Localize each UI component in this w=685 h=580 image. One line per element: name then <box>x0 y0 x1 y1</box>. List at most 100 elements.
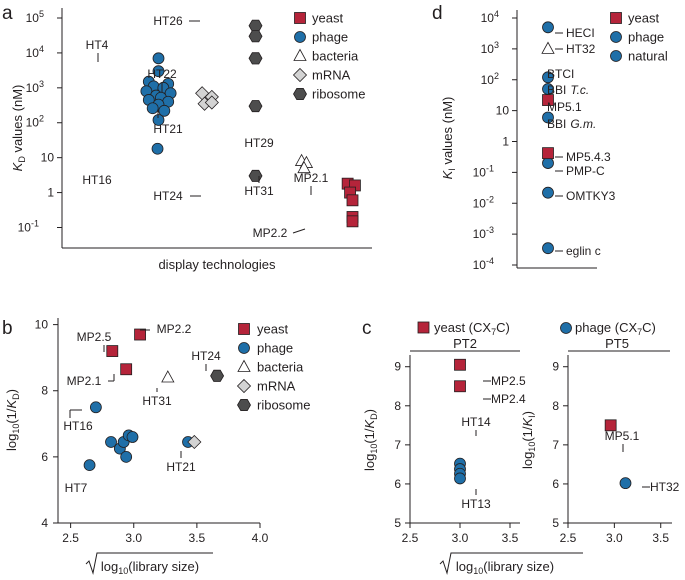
a-legend-marker-ribosome <box>293 88 307 100</box>
d-ann-OMTKY3: OMTKY3 <box>566 189 616 203</box>
cr-ytick-label-2: 7 <box>552 438 559 452</box>
cr-xtick-label-1: 3.0 <box>606 531 623 545</box>
cr-ann-MP5.1: MP5.1 <box>605 429 640 443</box>
a-point-bacteria-2 <box>297 160 311 174</box>
d-point-yeast-1 <box>542 147 554 160</box>
b-legend: yeast phage bacteria mRNA ribosome <box>236 322 310 413</box>
b-legend-marker-yeast <box>238 323 250 335</box>
d-point-natural-5 <box>542 186 554 199</box>
panel-letter-b: b <box>2 318 13 339</box>
cl-ytick-label-1: 6 <box>394 477 401 491</box>
a-legend-marker-bacteria <box>293 48 307 61</box>
b-legend-label-yeast: yeast <box>257 322 288 337</box>
d-ann-HT32: HT32 <box>566 42 596 56</box>
c-right-y-label: log10(1/KI) <box>520 411 537 469</box>
b-point-ribosome-0 <box>210 369 225 382</box>
cl-xtick-label-1: 3.0 <box>452 531 469 545</box>
c-left-y-label: log10(1/KD) <box>362 409 379 471</box>
a-leader-MP2.2 <box>292 228 306 234</box>
d-legend-marker-yeast <box>610 12 622 24</box>
b-legend-marker-ribosome <box>237 398 251 412</box>
b-point-bacteria-0 <box>161 370 175 383</box>
cr-point-circle-0 <box>619 477 632 490</box>
cr-xtick-label-2: 3.5 <box>652 531 669 545</box>
cl-point-square-0 <box>454 358 466 371</box>
d-ytick-label-4: 1 <box>502 135 509 149</box>
panel-d-chart: 10-4 10-3 10-2 10-1 1 10 102 103 104 KI values (… <box>440 9 668 272</box>
cl-point-square-1 <box>454 380 466 393</box>
c-right-annotations: MP5.1 HT32 <box>605 429 680 494</box>
d-y-label: KI values (nM) <box>440 97 457 180</box>
a-ann-HT16: HT16 <box>82 173 112 187</box>
a-ytick-label-4: 103 <box>26 79 44 95</box>
d-legend: yeast phage natural <box>610 11 668 64</box>
cr-xtick-label-0: 2.5 <box>560 531 577 545</box>
cr-ytick-label-0: 5 <box>552 516 559 530</box>
a-ann-HT21: HT21 <box>153 122 183 136</box>
d-ytick-label-5: 10 <box>496 104 510 118</box>
cr-ytick-label-3: 8 <box>552 399 559 413</box>
a-ann-HT22: HT22 <box>147 67 177 81</box>
cl-ytick-label-3: 8 <box>394 399 401 413</box>
b-legend-label-phage: phage <box>257 341 293 356</box>
a-point-yeast-3 <box>346 194 359 207</box>
a-x-label: display technologies <box>158 257 276 272</box>
d-ytick-label-2: 10-2 <box>473 194 494 210</box>
a-ann-HT26: HT26 <box>153 14 183 28</box>
c-x-label: log10(library size) <box>456 559 554 576</box>
d-legend-marker-natural <box>610 50 622 62</box>
b-annotations: MP2.5 MP2.2 MP2.1 HT24 HT31 HT16 HT7 HT2… <box>63 322 221 495</box>
d-ann-BTCI: BTCI <box>547 67 574 81</box>
b-ann-HT24: HT24 <box>191 349 221 363</box>
cr-ytick-label-1: 6 <box>552 477 559 491</box>
c-legend-phage-marker <box>560 322 572 334</box>
d-legend-marker-phage <box>610 31 622 43</box>
panel-b-chart: 2.5 3.0 3.5 4.0 4 6 8 10 log10(1/KD) MP2.5 MP2.… <box>4 318 310 576</box>
b-x-label: log10(library size) <box>101 559 199 576</box>
cl-ann-MP2.5: MP2.5 <box>491 374 526 388</box>
b-ytick-label-1: 6 <box>41 450 48 464</box>
a-legend-label-yeast: yeast <box>312 11 343 26</box>
c-left-title: PT2 <box>453 336 477 351</box>
a-point-phage-13 <box>146 102 159 115</box>
d-ytick-label-1: 10-3 <box>473 225 494 241</box>
c-right-title: PT5 <box>605 336 629 351</box>
b-ann-HT16: HT16 <box>63 419 93 433</box>
b-point-yeast-2 <box>120 363 133 376</box>
a-point-ribosome-0 <box>248 19 263 32</box>
b-point-mRNA-0 <box>187 434 202 450</box>
a-point-phage-1 <box>152 65 165 78</box>
c-legend: yeast (CX7C) phage (CX7C) <box>417 320 656 337</box>
d-ann-eglin: eglin c <box>566 244 601 258</box>
b-xtick-label-3: 4.0 <box>252 531 269 545</box>
b-ann-HT31: HT31 <box>142 394 172 408</box>
cl-xtick-label-0: 2.5 <box>402 531 419 545</box>
a-point-mRNA-3 <box>204 95 219 110</box>
b-point-phage-7 <box>120 450 133 463</box>
a-ann-HT31: HT31 <box>244 184 274 198</box>
d-ann-MP5.1: MP5.1 <box>547 100 582 114</box>
d-legend-label-natural: natural <box>628 49 668 64</box>
b-point-phage-0 <box>89 401 102 414</box>
cl-ann-HT13: HT13 <box>461 497 491 511</box>
cr-ytick-label-4: 9 <box>552 360 559 374</box>
c-legend-yeast-marker <box>417 321 430 334</box>
a-ann-HT4: HT4 <box>86 38 109 52</box>
b-xtick-label-2: 3.5 <box>189 531 206 545</box>
d-point-natural-6 <box>542 242 554 255</box>
a-point-yeast-5 <box>346 215 359 228</box>
c-legend-phage-label: phage (CX7C) <box>575 320 656 337</box>
b-legend-marker-phage <box>238 342 250 354</box>
a-ytick-label-2: 10 <box>41 151 55 165</box>
c-left-annotations: MP2.5 MP2.4 HT14 HT13 <box>461 374 526 511</box>
d-legend-label-phage: phage <box>628 30 664 45</box>
d-point-natural-0 <box>542 21 554 34</box>
a-ann-MP2.1: MP2.1 <box>294 171 329 185</box>
cl-ytick-label-0: 5 <box>394 516 401 530</box>
b-ann-MP2.2: MP2.2 <box>157 322 192 336</box>
b-xtick-label-0: 2.5 <box>62 531 79 545</box>
d-ann-PMP-C: PMP-C <box>566 164 605 178</box>
b-ytick-label-3: 10 <box>35 318 49 332</box>
cl-xtick-label-2: 3.5 <box>502 531 519 545</box>
cr-point-square-0 <box>604 419 617 432</box>
